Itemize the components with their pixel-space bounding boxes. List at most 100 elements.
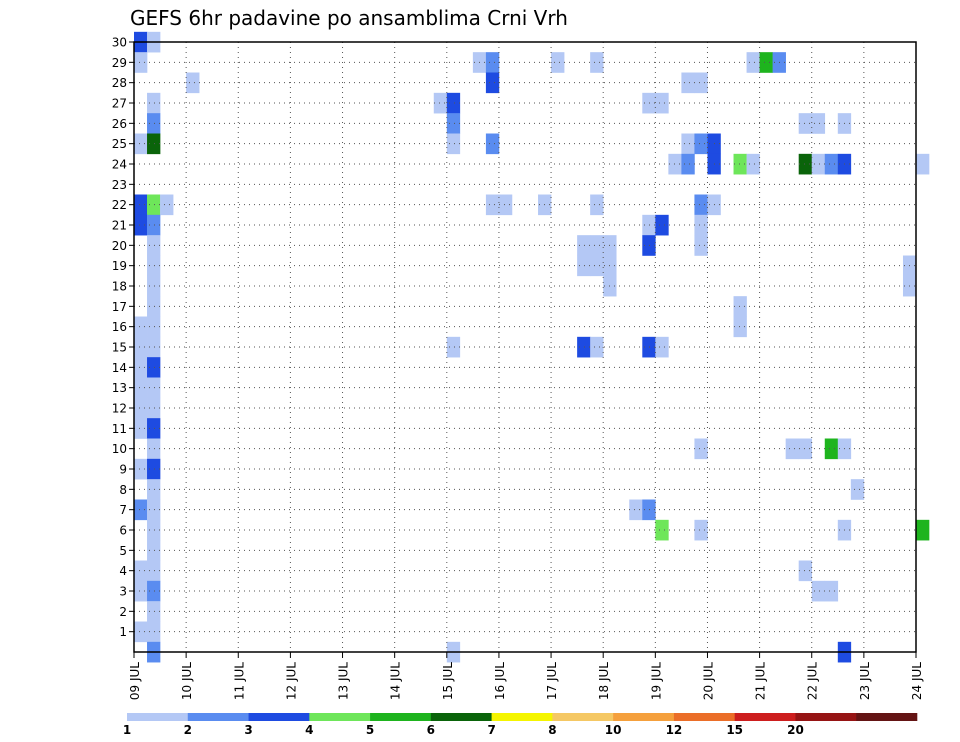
heatmap-cell xyxy=(446,336,461,358)
heatmap-cell xyxy=(147,377,161,399)
x-tick-label: 13 JUL xyxy=(337,662,351,700)
heatmap-cell xyxy=(147,458,161,480)
heatmap-cell xyxy=(134,357,148,378)
heatmap-cell xyxy=(590,235,604,256)
y-tick-label: 10 xyxy=(112,442,127,456)
y-tick-label: 15 xyxy=(112,341,127,355)
heatmap-cell xyxy=(134,336,148,358)
colorbar-segment xyxy=(430,713,492,721)
heatmap-cell xyxy=(147,255,161,277)
y-tick-label: 7 xyxy=(119,503,127,517)
y-tick-label: 19 xyxy=(112,259,127,273)
x-tick-label: 11 JUL xyxy=(232,662,246,700)
x-tick-label: 18 JUL xyxy=(597,662,611,700)
x-tick-label: 15 JUL xyxy=(441,662,455,700)
y-tick-label: 25 xyxy=(112,137,127,151)
y-tick-label: 4 xyxy=(119,564,127,578)
heatmap-cell xyxy=(147,580,161,602)
colorbar-segment xyxy=(127,713,189,721)
heatmap-cell xyxy=(694,214,708,236)
heatmap-cell xyxy=(681,133,695,155)
heatmap-cell xyxy=(498,194,513,216)
heatmap-cell xyxy=(655,92,669,114)
heatmap-cell xyxy=(655,214,669,236)
heatmap-cell xyxy=(746,153,760,175)
heatmap-cell xyxy=(811,580,826,602)
heatmap-cell xyxy=(147,397,161,419)
heatmap-cell xyxy=(798,438,813,460)
colorbar-label: 8 xyxy=(548,723,556,737)
colorbar-label: 7 xyxy=(487,723,495,737)
colorbar: 1 2 3 4 5 6 7 8 10 12 15 20 xyxy=(123,713,918,737)
heatmap-cell xyxy=(147,479,161,500)
heatmap-cell xyxy=(694,235,708,256)
colorbar-segment xyxy=(734,713,796,721)
y-tick-label: 5 xyxy=(119,544,127,558)
heatmap-cell xyxy=(798,113,813,134)
colorbar-label: 2 xyxy=(184,723,192,737)
heatmap-cell xyxy=(485,52,500,73)
y-tick-label: 30 xyxy=(112,36,127,50)
x-tick-label: 09 JUL xyxy=(128,662,142,700)
heatmap-cell xyxy=(916,153,930,175)
heatmap-cell xyxy=(147,336,161,358)
y-tick-label: 12 xyxy=(112,402,127,416)
y-tick-label: 14 xyxy=(112,361,127,375)
heatmap-cell xyxy=(446,92,461,114)
heatmap-cell xyxy=(590,336,604,358)
x-axis: 09 JUL 10 JUL 11 JUL 12 JUL 13 JUL 14 JUL 15 J… xyxy=(128,652,924,700)
heatmap-cell xyxy=(134,52,148,73)
heatmap-cell xyxy=(147,133,161,155)
y-tick-label: 3 xyxy=(119,585,127,599)
x-tick-label: 17 JUL xyxy=(545,662,559,700)
heatmap-cell xyxy=(798,153,813,175)
colorbar-label: 5 xyxy=(366,723,374,737)
heatmap-cell xyxy=(577,336,591,358)
y-tick-label: 22 xyxy=(112,198,127,212)
x-tick-label: 16 JUL xyxy=(493,662,507,700)
heatmap-cell xyxy=(134,580,148,602)
heatmap-cell xyxy=(916,519,930,541)
heatmap-cell xyxy=(134,194,148,216)
heatmap-cell xyxy=(655,336,669,358)
heatmap-cell xyxy=(551,52,565,73)
heatmap-cell xyxy=(681,153,695,175)
colorbar-label: 15 xyxy=(726,723,743,737)
heatmap-cell xyxy=(733,153,747,175)
y-tick-label: 24 xyxy=(112,158,127,172)
heatmap-cell xyxy=(446,133,461,155)
x-tick-label: 23 JUL xyxy=(858,662,872,700)
heatmap-cells xyxy=(134,31,930,663)
colorbar-label: 10 xyxy=(605,723,622,737)
heatmap-cell xyxy=(668,153,682,175)
x-tick-label: 19 JUL xyxy=(649,662,663,700)
colorbar-segment xyxy=(856,713,918,721)
heatmap-cell xyxy=(147,418,161,439)
x-tick-label: 24 JUL xyxy=(910,662,924,700)
colorbar-label: 6 xyxy=(427,723,435,737)
y-tick-label: 8 xyxy=(119,483,127,497)
colorbar-label: 1 xyxy=(123,723,131,737)
colorbar-segment xyxy=(491,713,553,721)
y-tick-label: 6 xyxy=(119,524,127,538)
heatmap-cell xyxy=(186,72,200,94)
heatmap-cell xyxy=(824,438,839,460)
heatmap-cell xyxy=(733,296,747,317)
heatmap-cell xyxy=(642,235,656,256)
x-tick-label: 22 JUL xyxy=(806,662,820,700)
heatmap-cell xyxy=(642,92,656,114)
heatmap-cell xyxy=(590,255,604,277)
heatmap-cell xyxy=(785,438,799,460)
chart-title: GEFS 6hr padavine po ansamblima Crni Vrh xyxy=(130,6,568,30)
y-tick-label: 16 xyxy=(112,320,127,334)
heatmap-cell xyxy=(147,275,161,297)
heatmap-cell xyxy=(147,438,161,460)
heatmap-cell xyxy=(147,499,161,521)
colorbar-label: 4 xyxy=(305,723,313,737)
heatmap-cell xyxy=(485,72,500,94)
colorbar-segment xyxy=(795,713,857,721)
y-tick-label: 20 xyxy=(112,239,127,253)
plot-frame xyxy=(133,41,917,653)
heatmap-cell xyxy=(147,621,161,643)
heatmap-cell xyxy=(485,133,500,155)
